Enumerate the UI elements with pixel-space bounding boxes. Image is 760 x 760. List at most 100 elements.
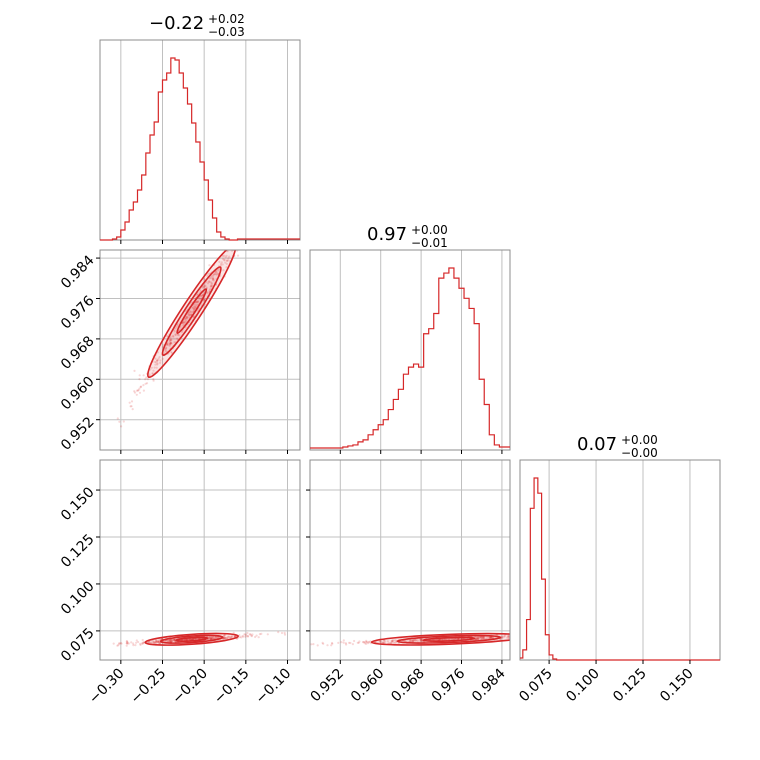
- sample-point: [516, 636, 518, 638]
- sample-point: [258, 633, 261, 636]
- sample-point: [139, 643, 142, 647]
- sample-point: [175, 325, 178, 328]
- panel-frame: [99, 39, 301, 241]
- y-tick-label: 0.100: [58, 578, 98, 618]
- sample-point: [246, 631, 249, 635]
- sample-point: [482, 636, 485, 639]
- sample-point: [344, 642, 347, 645]
- x-tick-label: 0.100: [563, 666, 603, 706]
- sample-point: [447, 638, 450, 641]
- sample-point: [196, 300, 199, 303]
- sample-point: [480, 636, 484, 639]
- sample-point: [414, 639, 417, 642]
- sample-point: [227, 635, 230, 638]
- sample-point: [176, 333, 179, 336]
- sample-point: [211, 277, 215, 280]
- sample-point: [236, 254, 240, 257]
- sample-point: [118, 642, 121, 645]
- sample-point: [243, 633, 246, 636]
- sample-point: [138, 378, 141, 381]
- sample-point: [210, 637, 213, 640]
- sample-point: [419, 640, 422, 643]
- sample-point: [190, 313, 193, 316]
- sample-point: [234, 635, 237, 638]
- sample-point: [120, 425, 123, 428]
- y-tick-label: 0.125: [58, 531, 98, 571]
- sample-point: [538, 635, 540, 637]
- sample-point: [165, 347, 168, 350]
- scatter-panel-2: [96, 459, 301, 664]
- sample-point: [342, 641, 345, 644]
- sample-point: [489, 636, 492, 639]
- sample-point: [562, 634, 564, 636]
- sample-point: [330, 644, 333, 647]
- sample-point: [118, 642, 121, 645]
- sample-point: [342, 639, 345, 642]
- sample-point: [215, 271, 218, 274]
- sample-point: [205, 286, 208, 289]
- sample-point: [506, 636, 509, 639]
- sample-point: [382, 639, 385, 642]
- sample-point: [517, 635, 519, 637]
- sample-point: [224, 256, 227, 259]
- sample-point: [152, 641, 156, 644]
- sample-point: [251, 218, 253, 220]
- sample-point: [163, 640, 166, 643]
- sample-point: [321, 641, 324, 645]
- panel-frame: [99, 249, 301, 451]
- sample-point: [76, 488, 78, 490]
- sample-point: [390, 640, 393, 643]
- sample-point: [202, 286, 206, 289]
- contour-level-1: [175, 636, 208, 643]
- sample-point: [149, 641, 152, 645]
- sample-point: [176, 323, 179, 326]
- sample-point: [379, 640, 382, 643]
- sample-point: [532, 634, 534, 636]
- sample-point: [234, 246, 236, 248]
- sample-point: [157, 357, 160, 360]
- sample-point: [203, 278, 206, 281]
- sample-point: [476, 638, 479, 641]
- sample-point: [189, 638, 192, 641]
- sample-point: [211, 275, 214, 278]
- sample-point: [233, 635, 237, 638]
- sample-point: [366, 642, 369, 645]
- sample-point: [226, 250, 229, 253]
- x-tick-label: 0.976: [429, 665, 469, 705]
- sample-point: [358, 640, 361, 643]
- sample-point: [244, 635, 247, 638]
- sample-point: [191, 306, 194, 310]
- samples-layer: [112, 631, 287, 647]
- sample-point: [112, 642, 115, 645]
- sample-point: [227, 259, 230, 262]
- sample-point: [182, 321, 185, 324]
- sample-point: [185, 638, 189, 641]
- sample-point: [240, 636, 243, 639]
- sample-point: [219, 264, 222, 267]
- sample-point: [337, 641, 340, 645]
- sample-point: [188, 638, 191, 641]
- sample-point: [208, 280, 211, 283]
- sample-point: [142, 374, 145, 377]
- sample-point: [382, 641, 385, 644]
- sample-point: [386, 640, 389, 643]
- sample-point: [150, 641, 153, 644]
- sample-point: [357, 641, 360, 644]
- sample-point: [240, 236, 242, 238]
- sample-point: [158, 642, 162, 645]
- sample-point: [141, 642, 144, 645]
- sample-point: [238, 243, 240, 245]
- sample-point: [135, 639, 138, 642]
- sample-point: [241, 241, 243, 243]
- sample-point: [255, 634, 258, 637]
- sample-point: [476, 638, 479, 641]
- sample-point: [169, 338, 172, 342]
- sample-point: [184, 317, 187, 320]
- sample-point: [364, 642, 368, 646]
- sample-point: [250, 635, 253, 638]
- x-tick-label: 0.952: [307, 666, 347, 706]
- sample-point: [182, 320, 185, 323]
- sample-point: [409, 640, 412, 643]
- sample-point: [227, 257, 230, 260]
- sample-point: [209, 636, 212, 639]
